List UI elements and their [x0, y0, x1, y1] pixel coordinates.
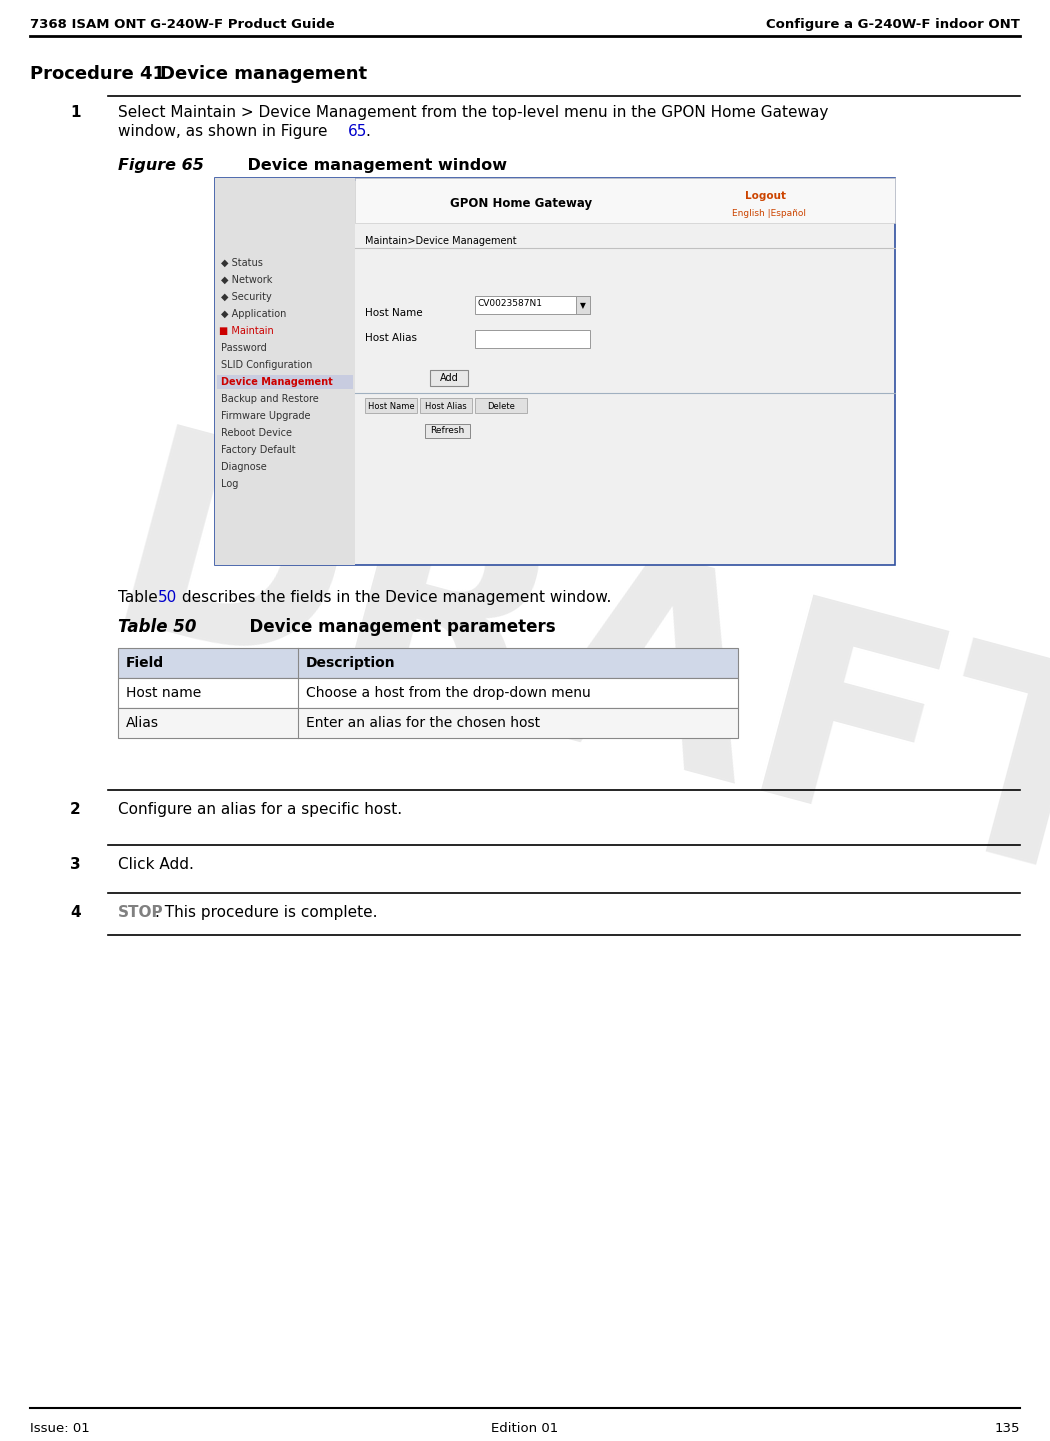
Text: 2: 2 — [70, 803, 81, 817]
Text: 135: 135 — [994, 1422, 1020, 1435]
Text: Refresh: Refresh — [429, 427, 464, 435]
Text: English |Español: English |Español — [732, 209, 806, 218]
Text: Host Name: Host Name — [368, 402, 415, 411]
Text: Table: Table — [118, 589, 163, 605]
Text: Log: Log — [220, 478, 238, 488]
Text: Edition 01: Edition 01 — [491, 1422, 559, 1435]
Text: Add: Add — [440, 373, 459, 383]
Text: 65: 65 — [348, 124, 368, 138]
Text: Maintain>Device Management: Maintain>Device Management — [365, 236, 517, 246]
Text: Alias: Alias — [126, 716, 159, 731]
Text: . This procedure is complete.: . This procedure is complete. — [155, 905, 378, 919]
Text: Host Alias: Host Alias — [365, 333, 417, 343]
Text: Enter an alias for the chosen host: Enter an alias for the chosen host — [306, 716, 540, 731]
Text: ◆ Status: ◆ Status — [220, 258, 262, 268]
Text: ◆ Application: ◆ Application — [220, 308, 287, 318]
Text: STOP: STOP — [118, 905, 164, 919]
Text: ◆ Network: ◆ Network — [220, 275, 272, 285]
Text: Device management parameters: Device management parameters — [215, 618, 555, 635]
Text: Description: Description — [306, 656, 396, 670]
Text: 4: 4 — [70, 905, 81, 919]
Text: Select Maintain > Device Management from the top-level menu in the GPON Home Gat: Select Maintain > Device Management from… — [118, 105, 828, 120]
Text: Password: Password — [220, 343, 267, 353]
Bar — [118, 679, 738, 708]
Bar — [118, 648, 738, 679]
Text: Firmware Upgrade: Firmware Upgrade — [220, 411, 311, 421]
Bar — [215, 179, 895, 565]
Bar — [217, 375, 353, 389]
Text: Device Management: Device Management — [220, 378, 333, 388]
Text: 1: 1 — [70, 105, 81, 120]
Bar — [475, 295, 590, 314]
Bar — [215, 179, 895, 182]
Text: DRAFT: DRAFT — [83, 415, 1050, 945]
Text: Logout: Logout — [746, 192, 786, 200]
Text: 3: 3 — [70, 857, 81, 872]
Text: Choose a host from the drop-down menu: Choose a host from the drop-down menu — [306, 686, 591, 700]
Text: Delete: Delete — [487, 402, 514, 411]
Text: window, as shown in Figure: window, as shown in Figure — [118, 124, 333, 138]
Text: Configure an alias for a specific host.: Configure an alias for a specific host. — [118, 803, 402, 817]
Text: SLID Configuration: SLID Configuration — [220, 360, 313, 370]
Text: Host Name: Host Name — [365, 308, 422, 318]
Bar — [430, 370, 468, 386]
Bar — [576, 295, 590, 314]
Text: Figure 65: Figure 65 — [118, 159, 204, 173]
Text: Host name: Host name — [126, 686, 202, 700]
Text: Click Add.: Click Add. — [118, 857, 194, 872]
Text: ■ Maintain: ■ Maintain — [219, 326, 274, 336]
Bar — [118, 708, 738, 738]
Bar — [475, 330, 590, 347]
Text: 7368 ISAM ONT G-240W-F Product Guide: 7368 ISAM ONT G-240W-F Product Guide — [30, 17, 335, 32]
Text: Backup and Restore: Backup and Restore — [220, 393, 319, 403]
Bar — [425, 424, 470, 438]
Text: describes the fields in the Device management window.: describes the fields in the Device manag… — [177, 589, 611, 605]
Text: Reboot Device: Reboot Device — [220, 428, 292, 438]
Bar — [355, 179, 895, 223]
Text: Table 50: Table 50 — [118, 618, 196, 635]
Text: Host Alias: Host Alias — [425, 402, 467, 411]
Text: Factory Default: Factory Default — [220, 445, 296, 455]
Bar — [420, 398, 472, 414]
Text: Field: Field — [126, 656, 164, 670]
Text: Device management: Device management — [160, 65, 368, 84]
Text: Procedure 41: Procedure 41 — [30, 65, 165, 84]
Text: ◆ Security: ◆ Security — [220, 293, 272, 303]
Text: ▼: ▼ — [580, 301, 586, 310]
Text: Configure a G-240W-F indoor ONT: Configure a G-240W-F indoor ONT — [766, 17, 1020, 32]
Bar — [475, 398, 527, 414]
Text: Issue: 01: Issue: 01 — [30, 1422, 89, 1435]
Text: .: . — [365, 124, 370, 138]
Text: Diagnose: Diagnose — [220, 463, 267, 473]
Text: CV0023587N1: CV0023587N1 — [478, 298, 543, 308]
Text: Device management window: Device management window — [225, 159, 507, 173]
Text: GPON Home Gateway: GPON Home Gateway — [450, 196, 592, 209]
Bar — [215, 179, 355, 565]
Bar — [365, 398, 417, 414]
Text: 50: 50 — [158, 589, 177, 605]
